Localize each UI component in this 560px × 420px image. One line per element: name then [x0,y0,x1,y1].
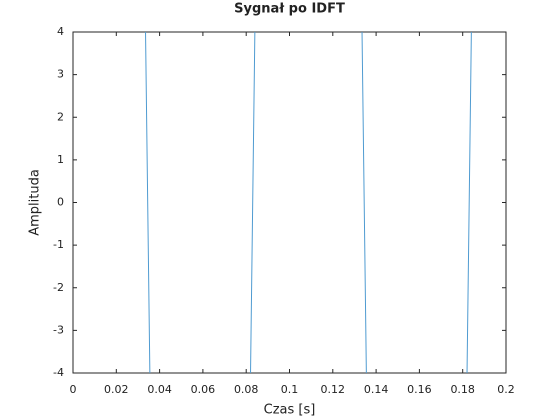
y-tick-label: 2 [57,110,64,123]
x-tick-label: 0.1 [281,383,299,396]
x-tick-label: 0.02 [104,383,129,396]
y-tick-label: -2 [53,281,64,294]
y-tick-label: 4 [57,25,64,38]
x-tick-label: 0.16 [407,383,432,396]
x-tick-label: 0.18 [450,383,475,396]
y-tick-label: 0 [57,196,64,209]
series-line [145,32,472,373]
y-tick-label: 1 [57,153,64,166]
y-axis-label: Amplituda [28,169,43,236]
x-tick-label: 0.2 [497,383,515,396]
y-tick-label: 3 [57,68,64,81]
y-tick-label: -1 [53,238,64,251]
y-tick-label: -4 [53,366,64,379]
x-axis-label: Czas [s] [264,403,316,418]
x-tick-label: 0.12 [321,383,346,396]
plot-marks [145,32,472,373]
x-tick-label: 0.06 [191,383,216,396]
x-tick-label: 0.08 [234,383,259,396]
plot-area [72,31,507,374]
x-tick-label: 0 [70,383,77,396]
x-tick-label: 0.14 [364,383,389,396]
y-tick-label: -3 [53,323,64,336]
x-tick-label: 0.04 [147,383,172,396]
chart-title: Sygnał po IDFT [234,2,345,17]
